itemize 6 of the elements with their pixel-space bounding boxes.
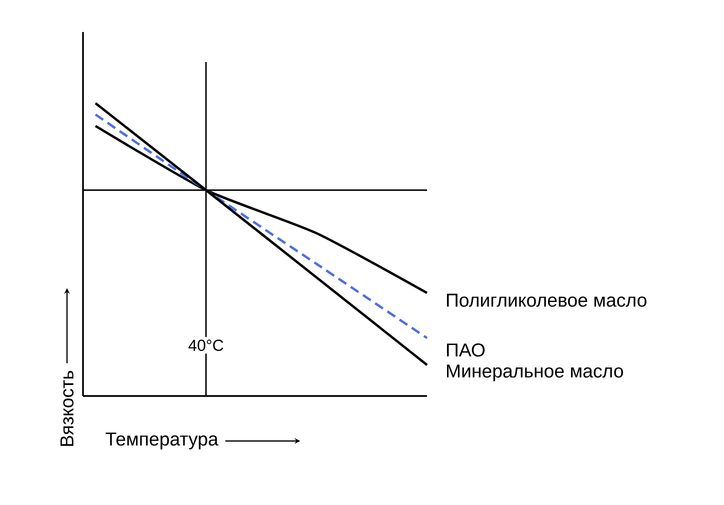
- annotation: 40°C: [188, 340, 224, 351]
- y-axis-title: Вязкость: [60, 370, 74, 446]
- x-axis-title: Температура: [106, 432, 218, 450]
- series-label: Полигликолевое масло: [446, 294, 646, 307]
- series-label: ПАО: [446, 343, 485, 357]
- series-label: Минеральное масло: [447, 364, 624, 382]
